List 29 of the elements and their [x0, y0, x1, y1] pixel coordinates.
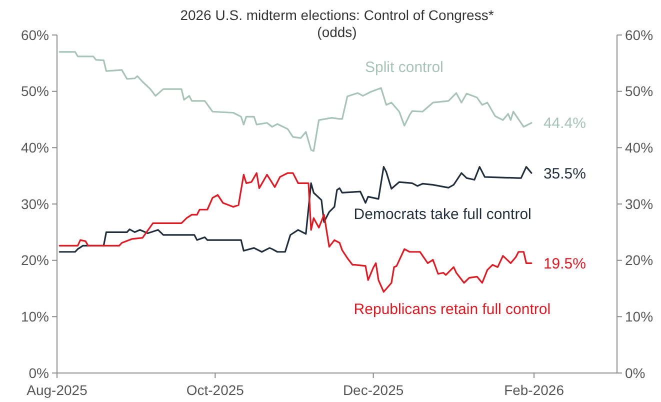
- data-label: 19.5%: [543, 255, 586, 272]
- y2-tick-label: 40%: [625, 140, 654, 156]
- line-series: [58, 51, 532, 152]
- y2-tick-label: 20%: [625, 252, 654, 268]
- x-tick-label: Oct-2025: [186, 382, 244, 398]
- line-series: [58, 172, 532, 293]
- x-tick-label: Dec-2025: [342, 382, 404, 398]
- y-tick-label: 10%: [20, 308, 49, 325]
- line-series: [58, 166, 532, 253]
- y2-tick-label: 10%: [625, 308, 654, 325]
- y2-tick-label: 50%: [625, 83, 654, 100]
- y-tick-label: 30%: [20, 196, 49, 212]
- series-label: Democrats take full control: [354, 206, 532, 224]
- y-tick-label: 60%: [20, 26, 49, 43]
- y2-tick-label: 60%: [625, 26, 654, 43]
- data-label: 44.4%: [543, 115, 586, 132]
- x-tick-label: Aug-2025: [26, 382, 88, 398]
- chart-title: 2026 U.S. midterm elections: Control of Congress*: [180, 7, 494, 23]
- y-tick-label: 40%: [20, 140, 49, 156]
- y-tick-label: 50%: [20, 83, 49, 100]
- data-label: 35.5%: [543, 165, 586, 182]
- x-tick-label: Feb-2026: [504, 382, 564, 398]
- series-label: Split control: [365, 59, 444, 76]
- y-tick-label: 0%: [28, 364, 49, 381]
- series-label: Republicans retain full control: [354, 300, 551, 318]
- chart-subtitle: (odds): [317, 24, 357, 40]
- y-tick-label: 20%: [20, 252, 49, 268]
- y2-tick-label: 30%: [625, 196, 654, 212]
- y2-tick-label: 0%: [625, 364, 646, 381]
